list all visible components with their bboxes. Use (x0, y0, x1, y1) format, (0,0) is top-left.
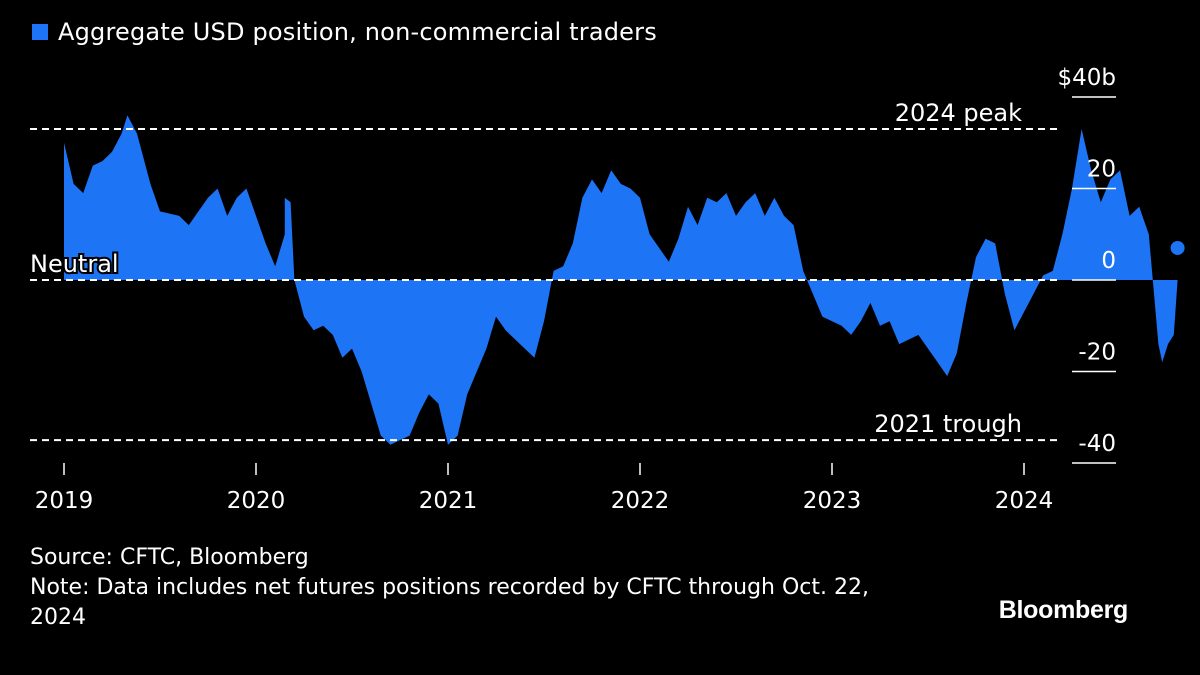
bloomberg-logo: Bloomberg (998, 596, 1129, 624)
x-tick-label: 2024 (995, 488, 1054, 514)
reference-line-label: 2024 peak (895, 99, 1022, 127)
note-text: Note: Data includes net futures position… (30, 575, 869, 630)
y-tick-label: $40b (1058, 65, 1117, 91)
chart-legend: Aggregate USD position, non-commercial t… (32, 18, 657, 46)
legend-label: Aggregate USD position, non-commercial t… (58, 18, 657, 46)
source-text: Source: CFTC, Bloomberg (30, 545, 309, 570)
x-tick-label: 2022 (611, 488, 670, 514)
y-tick-label: 0 (1101, 248, 1116, 274)
legend-swatch (32, 24, 48, 40)
reference-line-label: 2021 trough (874, 410, 1022, 438)
x-tick-label: 2023 (803, 488, 862, 514)
latest-point-marker (1170, 240, 1185, 255)
y-tick-label: 20 (1087, 157, 1116, 183)
chart-footer: Source: CFTC, Bloomberg Note: Data inclu… (30, 543, 930, 633)
x-tick-label: 2021 (419, 488, 478, 514)
x-tick-label: 2019 (35, 488, 94, 514)
x-tick-label: 2020 (227, 488, 286, 514)
reference-line-label: Neutral (30, 250, 119, 278)
y-tick-label: -40 (1078, 431, 1116, 457)
y-tick-label: -20 (1078, 340, 1116, 366)
